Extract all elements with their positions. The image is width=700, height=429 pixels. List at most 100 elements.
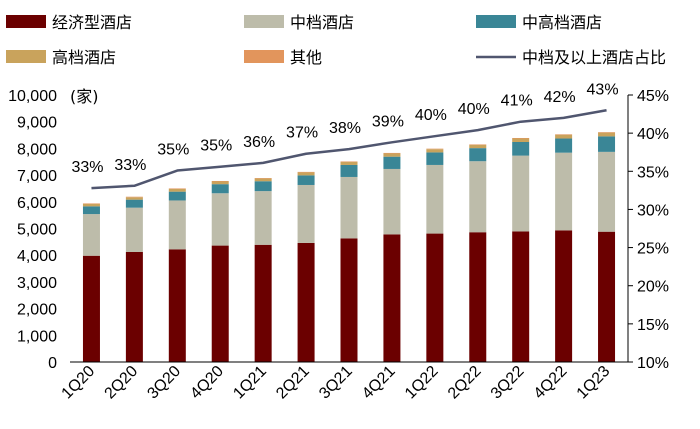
- bar-upscale-4Q21: [383, 153, 401, 157]
- x-axis: 1Q20 2Q20 3Q20 4Q20 1Q21 2Q21 3Q21 4Q21 1Q22 2Q22…: [59, 361, 628, 403]
- bar-upper-midscale-2Q20: [125, 199, 143, 208]
- legend-label-economy: 经济型酒店: [52, 13, 132, 32]
- line-data-label-4Q21: 39%: [372, 113, 404, 130]
- legend-label-other: 其他: [290, 48, 322, 67]
- bar-midscale-2Q21: [297, 184, 315, 243]
- line-data-label-3Q21: 38%: [329, 120, 361, 137]
- bar-upper-midscale-2Q21: [297, 175, 315, 185]
- bar-midscale-1Q20: [82, 214, 100, 256]
- line-data-label-1Q23: 43%: [587, 81, 619, 98]
- x-axis-tick-label: 3Q20: [144, 363, 184, 403]
- bar-upper-midscale-3Q20: [168, 191, 186, 201]
- bar-upper-midscale-4Q22: [555, 138, 573, 153]
- bar-other-3Q21: [340, 161, 358, 163]
- line-data-label-1Q22: 40%: [415, 107, 447, 124]
- line-data-label-3Q20: 35%: [157, 142, 189, 159]
- legend-label-upscale: 高档酒店: [52, 48, 116, 67]
- line-data-label-1Q21: 36%: [243, 134, 275, 151]
- bar-midscale-4Q22: [555, 152, 573, 231]
- left-axis-tick-label: 7,000: [17, 168, 57, 185]
- bar-other-3Q20: [168, 188, 186, 189]
- bar-midscale-4Q20: [211, 193, 229, 246]
- left-axis-tick-label: 2,000: [17, 302, 57, 319]
- bar-upper-midscale-4Q21: [383, 156, 401, 169]
- bar-other-2Q21: [297, 171, 315, 173]
- left-axis-tick-label: 1,000: [17, 328, 57, 345]
- legend-swatch-upper-midscale: [476, 15, 516, 28]
- left-axis-tick-label: 0: [48, 355, 57, 372]
- left-axis-tick-label: 8,000: [17, 141, 57, 158]
- x-axis-tick-label: 2Q20: [102, 363, 142, 403]
- bar-midscale-4Q21: [383, 168, 401, 235]
- bar-other-1Q23: [598, 132, 616, 133]
- legend-label-midscale-plus-share: 中档及以上酒店占比: [522, 48, 666, 67]
- x-axis-tick-label: 4Q20: [187, 363, 227, 403]
- line-layer: 33% 33% 35% 35% 36% 37% 38% 39% 40% 40% 41% 42% 43%: [71, 81, 619, 190]
- legend-label-midscale: 中档酒店: [290, 13, 354, 32]
- bar-other-1Q22: [426, 148, 444, 150]
- bar-midscale-2Q22: [469, 161, 487, 233]
- right-axis-tick-label: 30%: [637, 202, 669, 219]
- bar-midscale-1Q23: [598, 151, 616, 232]
- bar-midscale-3Q22: [512, 155, 530, 232]
- bar-upscale-2Q21: [297, 172, 315, 176]
- bar-economy-1Q22: [426, 233, 444, 362]
- bar-midscale-1Q21: [254, 191, 272, 245]
- bar-economy-3Q21: [340, 238, 358, 362]
- line-data-label-3Q22: 41%: [501, 93, 533, 110]
- line-data-label-4Q22: 42%: [544, 89, 576, 106]
- bar-economy-1Q20: [82, 255, 100, 362]
- left-axis-tick-label: 3,000: [17, 275, 57, 292]
- x-axis-tick-label: 1Q20: [59, 363, 99, 403]
- bar-upper-midscale-1Q21: [254, 181, 272, 192]
- bar-economy-2Q21: [297, 242, 315, 362]
- left-axis-unit-label: (家): [70, 87, 99, 106]
- bar-upper-midscale-3Q22: [512, 141, 530, 156]
- bar-upscale-2Q22: [469, 144, 487, 149]
- legend-swatch-upscale: [6, 50, 46, 63]
- legend-label-upper-midscale: 中高档酒店: [522, 13, 602, 32]
- bar-other-4Q21: [383, 152, 401, 154]
- left-axis: (家) 0 1,000 2,000 3,000 4,000 5,000 6,000 7,000 8…: [8, 87, 98, 372]
- left-axis-tick-label: 6,000: [17, 195, 57, 212]
- line-data-label-2Q20: 33%: [114, 157, 146, 174]
- legend-swatch-other: [244, 50, 284, 63]
- bar-upscale-1Q21: [254, 178, 272, 182]
- left-axis-tick-label: 4,000: [17, 248, 57, 265]
- bar-upper-midscale-2Q22: [469, 148, 487, 162]
- bar-other-1Q21: [254, 178, 272, 179]
- bars: [82, 132, 616, 362]
- right-axis-tick-label: 20%: [637, 279, 669, 296]
- bar-upscale-4Q20: [211, 181, 229, 185]
- legend-swatch-midscale: [244, 15, 284, 28]
- bar-upscale-1Q20: [82, 203, 100, 207]
- x-axis-tick-label: 1Q21: [230, 363, 270, 403]
- bar-upscale-4Q22: [555, 134, 573, 139]
- line-data-label-2Q22: 40%: [458, 101, 490, 118]
- bar-other-4Q20: [211, 180, 229, 182]
- bar-midscale-3Q21: [340, 176, 358, 239]
- bar-upper-midscale-1Q20: [82, 206, 100, 215]
- bar-other-2Q20: [125, 196, 143, 198]
- bar-economy-4Q22: [555, 230, 573, 362]
- bar-economy-1Q21: [254, 244, 272, 362]
- bar-upscale-1Q22: [426, 149, 444, 153]
- bar-upper-midscale-1Q22: [426, 152, 444, 165]
- left-axis-tick-label: 5,000: [17, 222, 57, 239]
- bar-economy-4Q21: [383, 234, 401, 362]
- bar-economy-3Q22: [512, 231, 530, 362]
- bar-upscale-3Q21: [340, 162, 358, 165]
- bar-economy-4Q20: [211, 245, 229, 362]
- x-axis-tick-label: 1Q23: [574, 363, 614, 403]
- x-axis-tick-label: 3Q21: [316, 363, 356, 403]
- x-axis-tick-label: 2Q22: [445, 363, 485, 403]
- x-axis-tick-label: 3Q22: [488, 363, 528, 403]
- line-data-label-2Q21: 37%: [286, 125, 318, 142]
- right-axis-tick-label: 15%: [637, 317, 669, 334]
- bar-upper-midscale-1Q23: [598, 136, 616, 152]
- line-midscale-plus-share: [91, 109, 607, 190]
- bar-upscale-3Q20: [168, 188, 186, 192]
- bar-midscale-3Q20: [168, 200, 186, 250]
